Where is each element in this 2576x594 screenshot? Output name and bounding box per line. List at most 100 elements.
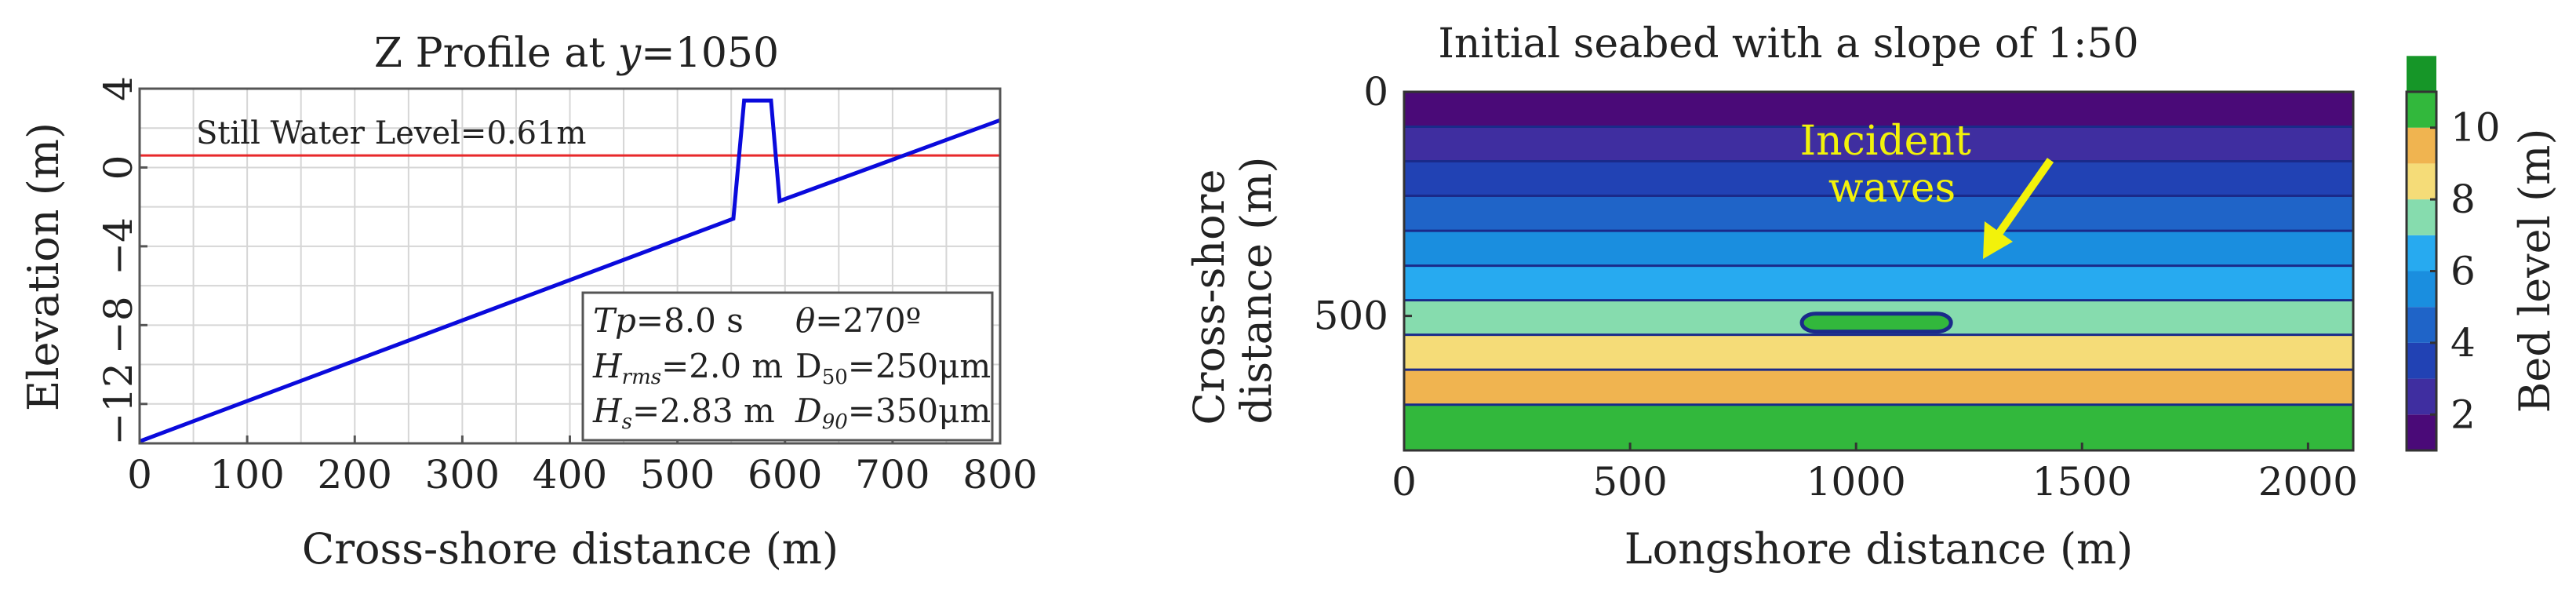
chart1-title: Z Profile at y=1050: [374, 30, 779, 77]
colorbar: [2407, 56, 2436, 450]
z-profile-chart: Z Profile at y=1050 Still Water Level=0.…: [19, 30, 1038, 574]
colorbar-ticks: 2 4 6 8 10: [2430, 105, 2501, 437]
chart2-x-axis-label: Longshore distance (m): [1625, 524, 2134, 574]
colorbar-segment: [2407, 56, 2436, 92]
param-d50-sub: 50: [822, 366, 848, 389]
param-hrms-sub: rms: [622, 366, 661, 389]
colorbar-tick-label: 2: [2450, 392, 2476, 437]
param-theta-value: =270º: [815, 301, 921, 340]
param-hs-var: H: [592, 392, 623, 430]
colorbar-tick-label: 8: [2450, 177, 2476, 222]
colorbar-segment: [2407, 163, 2436, 200]
colorbar-tick-label: 6: [2450, 249, 2476, 294]
chart2-y-axis-label-line1: Cross-shore: [1184, 169, 1234, 425]
chart2-title: Initial seabed with a slope of 1:50: [1438, 20, 2138, 67]
still-water-label: Still Water Level=0.61m: [196, 115, 586, 151]
param-d90-sub: 90: [822, 410, 848, 434]
colorbar-segment: [2407, 414, 2436, 450]
seabed-band: [1404, 334, 2353, 370]
param-d50-var: D: [795, 347, 822, 385]
incident-waves-line2: waves: [1828, 165, 1956, 212]
param-hs-value: =2.83 m: [632, 392, 775, 430]
chart2-y-axis-label-line2: distance (m): [1232, 157, 1281, 425]
param-d90-value: =350μm: [848, 392, 991, 430]
chart1-x-tick-label: 0: [127, 452, 152, 497]
colorbar-segment: [2407, 307, 2436, 343]
seabed-band: [1404, 231, 2353, 266]
colorbar-segment: [2407, 342, 2436, 379]
incident-waves-arrow-head: [1983, 221, 2013, 259]
chart1-x-tick-label: 800: [962, 452, 1037, 497]
incident-waves-annotation: Incident waves: [1800, 118, 2054, 259]
chart1-y-tick-label: −8: [96, 296, 141, 354]
seabed-band: [1404, 265, 2353, 301]
seabed-band: [1404, 195, 2353, 231]
param-d90: D90=350μm: [795, 392, 991, 434]
chart1-x-tick-label: 200: [318, 452, 392, 497]
colorbar-tick-label: 10: [2450, 105, 2501, 151]
chart2-x-ticks: 0 500 1000 1500 2000: [1392, 443, 2358, 505]
param-hs: Hs=2.83 m: [592, 392, 775, 434]
incident-waves-label: Incident waves: [1800, 118, 1985, 212]
chart2-y-axis-label: Cross-shore distance (m): [1184, 155, 1281, 425]
seabed-band: [1404, 370, 2353, 405]
colorbar-segment: [2407, 92, 2436, 128]
chart1-y-axis-label: Elevation (m): [19, 122, 68, 411]
chart2-x-tick-label: 1000: [1806, 459, 1906, 505]
param-hs-sub: s: [622, 410, 632, 434]
chart1-y-tick-label: 4: [96, 76, 141, 101]
chart1-y-ticks: 4 0 −4 −8 −12: [96, 76, 147, 446]
chart1-x-tick-label: 500: [640, 452, 715, 497]
incident-waves-line1: Incident: [1800, 118, 1971, 165]
chart1-y-tick-label: −4: [96, 217, 141, 275]
chart2-x-tick-label: 0: [1392, 459, 1417, 505]
colorbar-segment: [2407, 235, 2436, 271]
param-d50-value: =250μm: [848, 347, 991, 385]
param-tp-value: =8.0 s: [636, 301, 744, 340]
colorbar-tick-label: 4: [2450, 320, 2476, 366]
param-tp-var: Tp: [593, 301, 636, 340]
param-theta-var: θ: [795, 301, 815, 340]
seabed-band: [1404, 92, 2353, 127]
seabed-band: [1404, 161, 2353, 196]
chart1-title-suffix: =1050: [641, 30, 779, 77]
parameter-box-frame: [581, 291, 994, 442]
chart2-y-ticks: 0 500: [1314, 69, 1412, 339]
param-tp: Tp=8.0 s: [593, 301, 744, 340]
chart1-title-prefix: Z Profile at: [374, 30, 618, 77]
param-hrms-var: H: [592, 347, 623, 385]
chart2-x-tick-label: 500: [1592, 459, 1667, 505]
seabed-band: [1404, 404, 2353, 450]
param-theta: θ=270º: [795, 301, 921, 340]
offshore-structure: [1799, 312, 1953, 334]
seabed-band: [1404, 126, 2353, 162]
chart1-x-tick-label: 100: [209, 452, 284, 497]
chart2-plot-frame: [1403, 90, 2355, 452]
chart1-x-tick-label: 400: [533, 452, 607, 497]
colorbar-segment: [2407, 271, 2436, 308]
colorbar-label: Bed level (m): [2510, 129, 2560, 414]
chart1-y-tick-label: 0: [96, 155, 141, 180]
elevation-profile-line: [139, 98, 1001, 443]
chart2-y-tick-label: 500: [1314, 293, 1388, 339]
chart2-x-tick-label: 1500: [2032, 459, 2132, 505]
chart1-x-tick-label: 700: [855, 452, 930, 497]
chart1-title-var: y: [617, 30, 642, 77]
colorbar-segment: [2407, 378, 2436, 415]
seabed-heatmap-chart: Initial seabed with a slope of 1:50 0 500…: [1184, 20, 2560, 574]
incident-waves-arrow-shaft: [1995, 158, 2054, 236]
chart1-x-ticks: 0 100 200 300 400 500 600 700 800: [127, 435, 1038, 497]
chart2-bands: [1404, 92, 2353, 450]
chart2-y-tick-label: 0: [1363, 69, 1388, 115]
parameter-box: Tp=8.0 s θ=270º Hrms=2.0 m D50=250μm Hs=…: [581, 291, 994, 442]
colorbar-segment: [2407, 127, 2436, 164]
param-d90-var: D: [795, 392, 822, 430]
param-hrms: Hrms=2.0 m: [592, 347, 783, 389]
param-d50: D50=250μm: [795, 347, 991, 389]
chart2-x-tick-label: 2000: [2258, 459, 2358, 505]
chart1-x-tick-label: 300: [425, 452, 500, 497]
colorbar-segment: [2407, 199, 2436, 235]
chart1-y-tick-label: −12: [96, 363, 141, 446]
param-hrms-value: =2.0 m: [661, 347, 783, 385]
